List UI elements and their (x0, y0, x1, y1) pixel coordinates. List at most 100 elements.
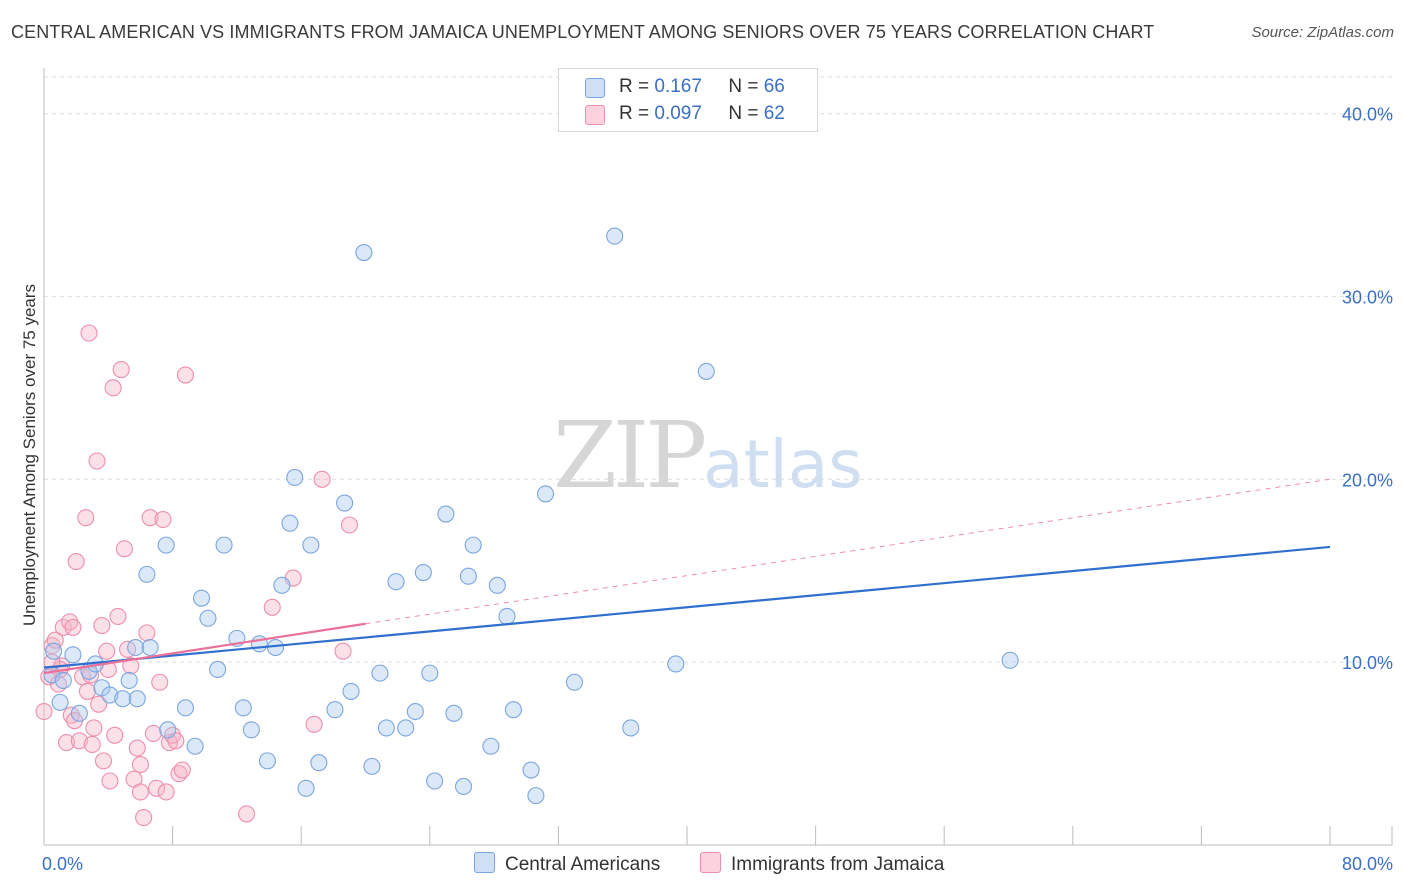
data-point (135, 809, 153, 827)
legend-swatch-blue (585, 78, 605, 98)
data-point (46, 631, 64, 649)
data-point (421, 664, 439, 682)
data-point (522, 761, 540, 779)
data-point (141, 509, 159, 527)
data-point (504, 701, 522, 719)
data-point (536, 485, 555, 503)
watermark-zip: ZIP (553, 402, 707, 509)
data-point (426, 772, 444, 790)
data-point (342, 682, 360, 700)
data-point (83, 735, 101, 753)
data-point (482, 737, 500, 755)
data-point (336, 494, 354, 512)
data-point (464, 536, 482, 554)
bottom-legend-swatch-blue (474, 852, 495, 873)
data-point (144, 724, 162, 743)
data-point (138, 624, 156, 642)
data-point (387, 573, 405, 591)
data-point (281, 514, 299, 532)
data-point (61, 613, 79, 631)
data-point (109, 607, 127, 625)
data-point (101, 772, 119, 790)
data-point (326, 701, 344, 719)
data-point (397, 719, 415, 737)
data-point (85, 719, 103, 737)
bottom-legend-label: Immigrants from Jamaica (731, 854, 945, 875)
data-point (697, 362, 715, 380)
legend-n-value: 66 (763, 76, 785, 97)
data-point (80, 324, 98, 342)
data-point (45, 642, 63, 660)
y-axis-label: Unemployment Among Seniors over 75 years (20, 283, 39, 627)
data-point (98, 642, 116, 660)
legend-n-label: N = (728, 76, 759, 97)
data-point (565, 673, 584, 691)
series-central-american-points (43, 227, 1019, 805)
data-point (1001, 651, 1019, 669)
data-point (54, 671, 72, 689)
data-point (106, 726, 124, 744)
data-point (667, 655, 685, 673)
data-point (94, 752, 113, 770)
data-point (273, 576, 291, 594)
data-point (104, 379, 122, 397)
data-point (258, 752, 276, 770)
data-point (131, 783, 149, 801)
data-point (305, 715, 323, 733)
data-point (606, 227, 624, 245)
legend-r-value: 0.097 (654, 103, 702, 124)
data-point (242, 721, 260, 739)
data-point (114, 690, 132, 708)
data-point (127, 638, 145, 657)
data-point (310, 754, 328, 772)
data-point (209, 660, 227, 679)
data-point (363, 757, 381, 775)
data-point (70, 732, 88, 750)
data-point (101, 686, 119, 704)
y-tick-label: 40.0% (1342, 105, 1393, 125)
data-point (445, 704, 463, 722)
data-point (128, 739, 146, 757)
data-point (151, 673, 169, 691)
data-point (437, 505, 455, 523)
grid-lines (44, 76, 1392, 663)
data-point (334, 642, 352, 660)
data-point (128, 690, 146, 708)
data-point (64, 646, 82, 664)
bottom-legend-central-americans: Central Americans (474, 852, 660, 876)
data-point (459, 567, 477, 585)
data-point (176, 366, 195, 384)
legend-r-value: 0.167 (654, 76, 702, 97)
x-tick-label: 0.0% (42, 854, 83, 874)
data-point (35, 702, 53, 721)
data-point (115, 540, 133, 558)
data-point (157, 536, 175, 554)
data-point (164, 726, 182, 744)
data-point (147, 779, 166, 797)
data-point (88, 452, 106, 470)
data-point (186, 737, 204, 755)
data-point (527, 787, 545, 805)
legend-r-label: R = (619, 103, 650, 124)
data-point (234, 699, 252, 717)
data-point (122, 657, 140, 675)
data-point (498, 607, 516, 625)
data-point (157, 783, 175, 801)
trend-line-central-americans (43, 545, 1331, 669)
bottom-legend-label: Central Americans (505, 854, 661, 875)
data-point (237, 805, 256, 823)
data-point (70, 704, 88, 722)
y-tick-label: 20.0% (1342, 470, 1393, 490)
data-point (93, 617, 111, 635)
axes (43, 68, 1393, 846)
series-jamaica-points (35, 324, 358, 827)
data-point (64, 618, 82, 636)
y-tick-label: 30.0% (1342, 287, 1393, 307)
data-point (406, 702, 424, 721)
data-point (112, 361, 130, 379)
data-point (215, 536, 233, 554)
data-point (138, 565, 156, 583)
data-point (159, 721, 177, 739)
data-point (78, 682, 96, 700)
data-point (355, 243, 373, 262)
